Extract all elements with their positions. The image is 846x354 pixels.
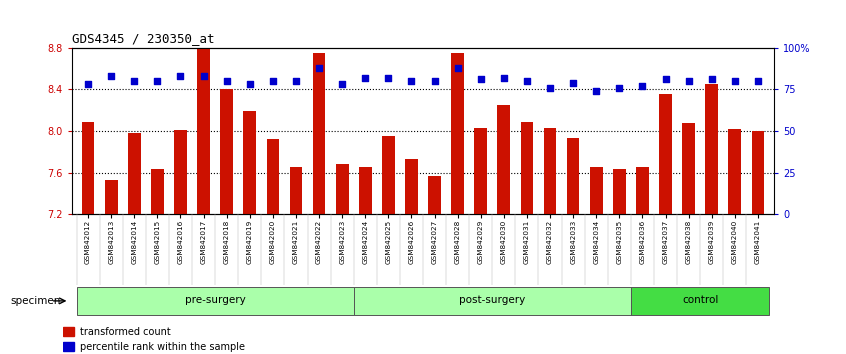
- Point: [728, 78, 742, 84]
- Bar: [613, 170, 626, 214]
- Point: [335, 81, 349, 87]
- Bar: [706, 84, 718, 214]
- Bar: [359, 167, 371, 214]
- Point: [497, 75, 511, 81]
- Point: [312, 65, 326, 70]
- Bar: [220, 89, 233, 214]
- Point: [266, 78, 280, 84]
- Bar: [289, 167, 302, 214]
- Point: [751, 78, 765, 84]
- Bar: [636, 167, 649, 214]
- Text: pre-surgery: pre-surgery: [184, 295, 245, 305]
- Text: transformed count: transformed count: [80, 327, 171, 337]
- Point: [359, 75, 372, 81]
- Text: post-surgery: post-surgery: [459, 295, 525, 305]
- Text: percentile rank within the sample: percentile rank within the sample: [80, 342, 244, 352]
- Bar: [544, 128, 557, 214]
- Point: [543, 85, 557, 91]
- Point: [590, 88, 603, 94]
- Point: [635, 83, 649, 89]
- Bar: [728, 129, 741, 214]
- Bar: [520, 122, 533, 214]
- Bar: [266, 139, 279, 214]
- Bar: [313, 53, 326, 214]
- Bar: [63, 327, 74, 336]
- Bar: [382, 136, 395, 214]
- Bar: [497, 105, 510, 214]
- Point: [128, 78, 141, 84]
- Bar: [151, 170, 164, 214]
- Bar: [567, 138, 580, 214]
- Point: [682, 78, 695, 84]
- Point: [451, 65, 464, 70]
- Point: [474, 76, 487, 82]
- Text: specimen: specimen: [10, 296, 61, 306]
- Bar: [76, 287, 354, 315]
- Point: [289, 78, 303, 84]
- Point: [659, 76, 673, 82]
- Bar: [82, 122, 95, 214]
- Bar: [336, 164, 349, 214]
- Bar: [659, 93, 672, 214]
- Bar: [197, 48, 210, 214]
- Bar: [428, 176, 441, 214]
- Text: control: control: [682, 295, 718, 305]
- Bar: [475, 128, 487, 214]
- Point: [613, 85, 626, 91]
- Point: [197, 73, 211, 79]
- Bar: [105, 180, 118, 214]
- Bar: [590, 167, 602, 214]
- Bar: [631, 287, 770, 315]
- Bar: [128, 133, 140, 214]
- Text: GDS4345 / 230350_at: GDS4345 / 230350_at: [72, 32, 214, 45]
- Bar: [751, 131, 764, 214]
- Point: [243, 81, 256, 87]
- Bar: [63, 342, 74, 351]
- Bar: [405, 159, 418, 214]
- Bar: [682, 123, 695, 214]
- Point: [81, 81, 95, 87]
- Point: [220, 78, 233, 84]
- Point: [104, 73, 118, 79]
- Point: [566, 80, 580, 86]
- Point: [382, 75, 395, 81]
- Bar: [174, 130, 187, 214]
- Bar: [451, 53, 464, 214]
- Point: [705, 76, 718, 82]
- Bar: [354, 287, 631, 315]
- Bar: [244, 111, 256, 214]
- Point: [520, 78, 534, 84]
- Point: [428, 78, 442, 84]
- Point: [404, 78, 418, 84]
- Point: [173, 73, 187, 79]
- Point: [151, 78, 164, 84]
